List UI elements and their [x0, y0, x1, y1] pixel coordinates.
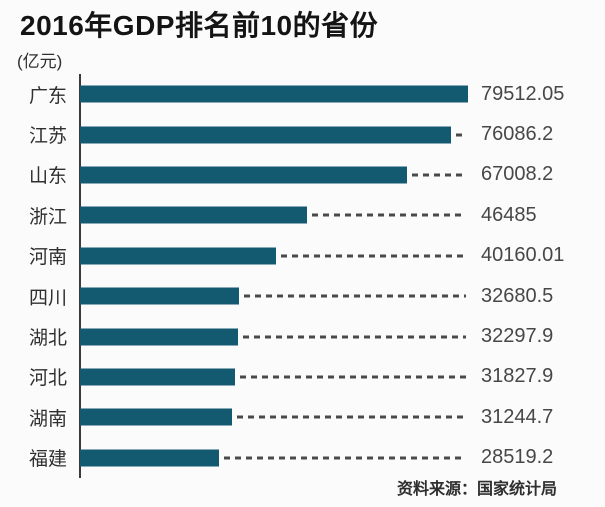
bar-track — [80, 357, 468, 397]
leader-dash-line — [456, 133, 466, 137]
bar — [80, 328, 238, 346]
bar — [80, 287, 240, 305]
category-label: 河南 — [28, 247, 67, 269]
leader-dash-line — [237, 415, 466, 419]
chart-row: 河南 40160.01 — [0, 236, 605, 276]
leader-dash-line — [242, 335, 466, 339]
category-label: 四川 — [28, 287, 67, 309]
value-label: 46485 — [481, 203, 537, 226]
bar-track — [80, 276, 468, 316]
bar-track — [80, 236, 468, 276]
chart-title: 2016年GDP排名前10的省份 — [20, 10, 379, 41]
category-label: 山东 — [28, 166, 67, 188]
chart-row: 四川 32680.5 — [0, 276, 605, 316]
y-axis-line — [79, 74, 81, 478]
category-label: 江苏 — [28, 126, 67, 148]
source-note: 资料来源：国家统计局 — [396, 481, 557, 498]
leader-dash-line — [240, 375, 466, 379]
value-label: 40160.01 — [481, 244, 565, 267]
chart-rows: 广东 79512.05 江苏 76086.2 山东 67008.2 浙江 464… — [0, 74, 605, 478]
value-label: 28519.2 — [481, 446, 554, 469]
bar — [80, 85, 468, 103]
leader-dash-line — [280, 254, 466, 258]
leader-dash-line — [224, 456, 466, 460]
category-label: 河北 — [28, 368, 67, 390]
bar-track — [80, 397, 468, 437]
leader-dash-line — [311, 213, 466, 217]
category-label: 湖南 — [28, 408, 67, 430]
bar-track — [80, 114, 468, 154]
leader-dash-line — [244, 294, 466, 298]
chart-row: 湖南 31244.7 — [0, 397, 605, 437]
value-label: 67008.2 — [481, 163, 554, 186]
value-label: 31827.9 — [481, 365, 554, 388]
bar — [80, 408, 233, 426]
unit-label: (亿元) — [17, 52, 63, 72]
bar — [80, 449, 220, 467]
bar-track — [80, 195, 468, 235]
value-label: 79512.05 — [481, 82, 565, 105]
chart-row: 山东 67008.2 — [0, 155, 605, 195]
bar — [80, 368, 236, 386]
bar — [80, 126, 452, 144]
bar-track — [80, 74, 468, 114]
bar — [80, 166, 407, 184]
bar-track — [80, 155, 468, 195]
category-label: 福建 — [28, 449, 67, 471]
value-label: 31244.7 — [481, 405, 554, 428]
value-label: 32297.9 — [481, 325, 554, 348]
bar — [80, 247, 276, 265]
chart-row: 湖北 32297.9 — [0, 316, 605, 356]
bar — [80, 206, 307, 224]
category-label: 广东 — [28, 85, 67, 107]
value-label: 76086.2 — [481, 123, 554, 146]
category-label: 湖北 — [28, 328, 67, 350]
leader-dash-line — [411, 173, 466, 177]
chart-row: 河北 31827.9 — [0, 357, 605, 397]
chart-row: 浙江 46485 — [0, 195, 605, 235]
bar-track — [80, 316, 468, 356]
bar-chart: 广东 79512.05 江苏 76086.2 山东 67008.2 浙江 464… — [0, 74, 605, 480]
category-label: 浙江 — [28, 206, 67, 228]
value-label: 32680.5 — [481, 284, 554, 307]
bar-track — [80, 438, 468, 478]
chart-row: 江苏 76086.2 — [0, 114, 605, 154]
chart-row: 福建 28519.2 — [0, 438, 605, 478]
chart-row: 广东 79512.05 — [0, 74, 605, 114]
